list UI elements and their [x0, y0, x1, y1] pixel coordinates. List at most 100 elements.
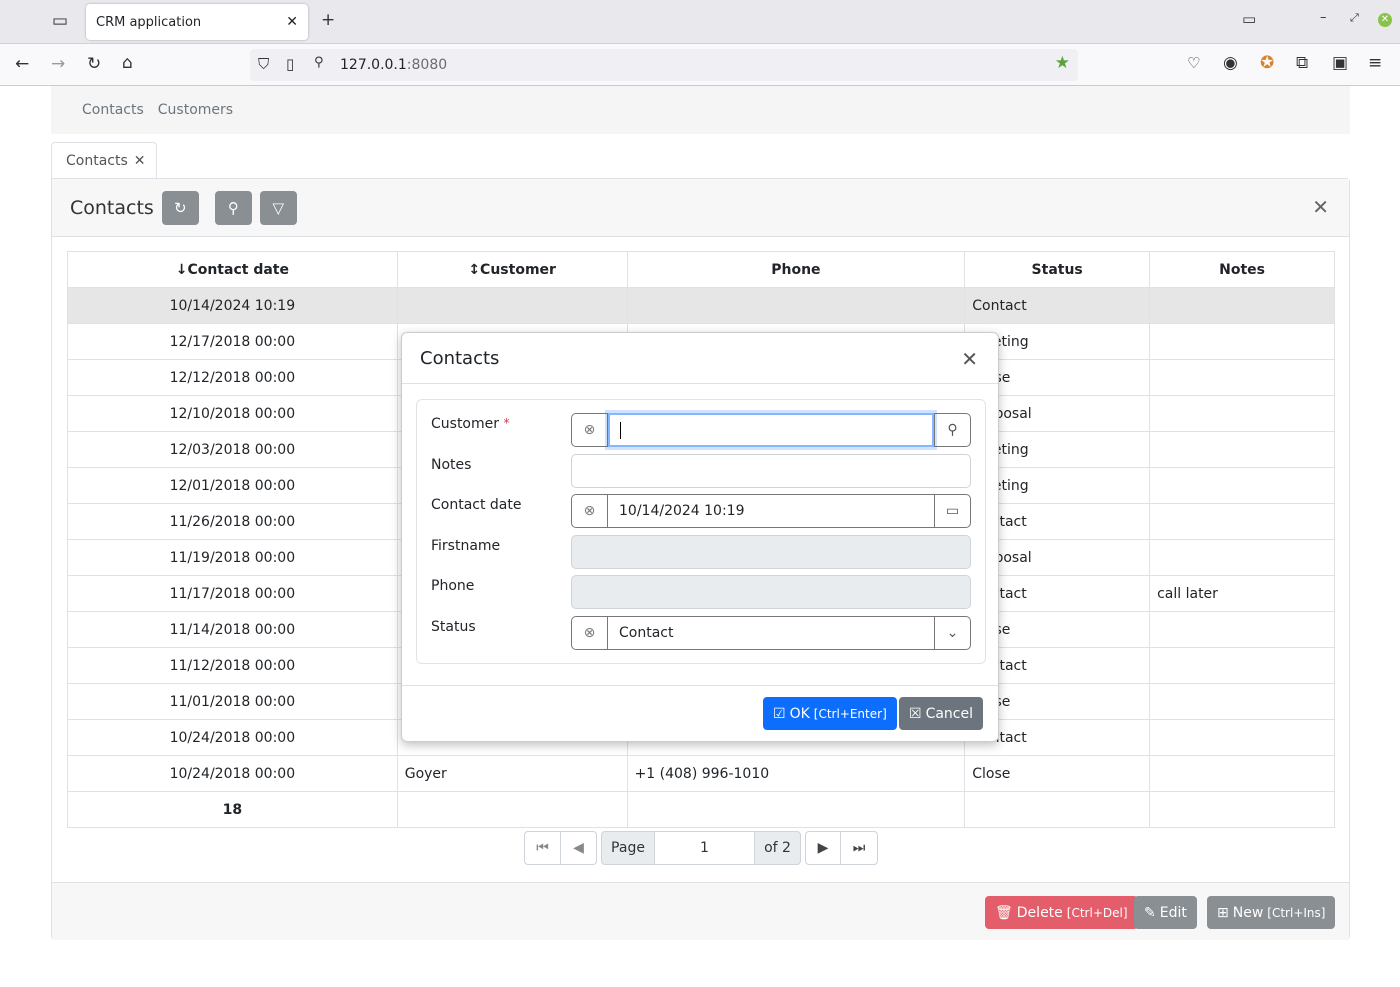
page-input[interactable]: 1 [655, 831, 754, 865]
column-header[interactable]: Phone [626, 251, 966, 288]
page-tab-contacts[interactable]: Contacts ✕ [51, 142, 157, 179]
close-dialog-icon[interactable]: ✕ [961, 347, 978, 371]
new-tab-icon[interactable]: + [321, 10, 336, 30]
table-cell [626, 791, 966, 828]
calendar-icon[interactable]: ▭ [934, 495, 970, 527]
last-page-button[interactable]: ⏭ [841, 831, 878, 865]
table-cell: 10/14/2024 10:19 [67, 287, 398, 324]
filter-button[interactable]: ▽ [259, 190, 297, 225]
table-row[interactable]: 10/14/2024 10:19 Contact [67, 287, 1335, 324]
customer-label: Customer * [431, 416, 510, 432]
home-icon[interactable]: ⌂ [122, 53, 133, 73]
table-cell: 12/17/2018 00:00 [67, 323, 398, 360]
nav-contacts[interactable]: Contacts [82, 102, 144, 118]
edit-icon: ✎ [1144, 904, 1156, 921]
selenium-icon[interactable]: ▣ [1332, 53, 1349, 73]
extensions-icon[interactable]: ⧉ [1296, 53, 1309, 73]
close-panel-icon[interactable]: ✕ [1312, 195, 1329, 219]
column-header[interactable]: Notes [1149, 251, 1335, 288]
extension-badge-icon[interactable]: ✪ [1260, 53, 1275, 73]
next-page-button[interactable]: ▶ [805, 831, 841, 865]
search-button[interactable]: ⚲ [214, 190, 252, 225]
table-cell: 12/10/2018 00:00 [67, 395, 398, 432]
chevron-down-icon[interactable]: ⌄ [934, 617, 970, 649]
browser-tab[interactable]: CRM application ✕ [86, 4, 308, 40]
table-cell [1149, 467, 1335, 504]
table-cell: 11/19/2018 00:00 [67, 539, 398, 576]
clear-customer-icon[interactable]: ⊗ [572, 414, 608, 446]
customer-search-icon[interactable]: ⚲ [934, 414, 970, 446]
dialog-footer: ☑ OK [Ctrl+Enter] ☒ Cancel [402, 685, 998, 742]
account-icon[interactable]: ◉ [1223, 53, 1238, 73]
ok-shortcut: [Ctrl+Enter] [813, 706, 887, 721]
clear-date-icon[interactable]: ⊗ [572, 495, 608, 527]
check-icon: ☑ [773, 705, 786, 722]
contact-date-input[interactable]: 10/14/2024 10:19 [619, 503, 745, 519]
app-nav: Contacts Customers [51, 86, 1350, 134]
pager: ⏮ ◀ Page 1 of 2 ▶ ⏭ [524, 831, 878, 865]
window-icon[interactable]: ▭ [1242, 10, 1257, 28]
menu-icon[interactable]: ≡ [1368, 53, 1383, 73]
column-header[interactable]: ↕Customer [396, 251, 628, 288]
back-icon[interactable]: ← [15, 54, 30, 74]
url-host: 127.0.0.1 [340, 57, 407, 73]
page-icon: ▯ [286, 55, 295, 73]
notes-label: Notes [431, 457, 472, 473]
firstname-input [571, 535, 971, 569]
table-cell: 11/26/2018 00:00 [67, 503, 398, 540]
reload-icon[interactable]: ↻ [87, 54, 102, 74]
prev-page-button[interactable]: ◀ [561, 831, 597, 865]
table-cell [1149, 719, 1335, 756]
contact-date-field: ⊗ 10/14/2024 10:19 ▭ [571, 494, 971, 528]
table-row[interactable]: 10/24/2018 00:00 Goyer +1 (408) 996-1010 Cl… [67, 755, 1335, 792]
table-cell: 11/14/2018 00:00 [67, 611, 398, 648]
ok-button[interactable]: ☑ OK [Ctrl+Enter] [763, 697, 897, 730]
minimize-icon[interactable]: – [1320, 10, 1327, 25]
new-label: New [1232, 904, 1264, 921]
notes-input[interactable] [571, 454, 971, 488]
refresh-button[interactable]: ↻ [161, 190, 199, 225]
bookmark-star-icon[interactable]: ★ [1054, 53, 1070, 73]
restore-icon[interactable]: ⤢ [1350, 11, 1359, 24]
table-cell: Contact [964, 287, 1151, 324]
delete-button[interactable]: 🗑 Delete [Ctrl+Del] [985, 896, 1138, 929]
edit-label: Edit [1159, 904, 1187, 921]
permissions-icon: ⚲ [314, 55, 324, 70]
cancel-button[interactable]: ☒ Cancel [899, 697, 983, 730]
page-tab-label: Contacts [66, 153, 128, 169]
panel-footer: 🗑 Delete [Ctrl+Del] ✎ Edit ⊞ New [Ctrl+Ins] [52, 882, 1349, 940]
browser-tab-bar: ▭ CRM application ✕ + ▭ – ⤢ ✕ [0, 0, 1400, 44]
delete-label: Delete [1016, 904, 1063, 921]
forward-icon[interactable]: → [51, 54, 66, 74]
table-cell: call later [1149, 575, 1335, 612]
close-tab-icon[interactable]: ✕ [286, 14, 298, 30]
table-cell [964, 791, 1151, 828]
table-cell: Close [964, 755, 1151, 792]
close-page-tab-icon[interactable]: ✕ [133, 153, 146, 169]
customer-input[interactable] [608, 413, 934, 447]
column-header[interactable]: Status [964, 251, 1151, 288]
edit-button[interactable]: ✎ Edit [1134, 896, 1197, 929]
phone-input [571, 575, 971, 609]
tab-list-icon[interactable]: ▭ [52, 11, 69, 31]
form-card: Customer * ⊗ ⚲ Notes Contact date ⊗ 10/1… [416, 399, 986, 664]
first-page-button[interactable]: ⏮ [524, 831, 561, 865]
table-cell [1149, 539, 1335, 576]
refresh-icon: ↻ [174, 198, 187, 217]
url-bar[interactable]: ⛉ ▯ ⚲ 127.0.0.1:8080 ★ [250, 49, 1078, 81]
url-port: :8080 [406, 57, 448, 73]
table-cell: Goyer [396, 755, 628, 792]
close-window-icon[interactable]: ✕ [1378, 13, 1392, 27]
status-select[interactable]: ⊗ Contact ⌄ [571, 616, 971, 650]
table-cell [1149, 611, 1335, 648]
new-button[interactable]: ⊞ New [Ctrl+Ins] [1207, 896, 1336, 929]
nav-customers[interactable]: Customers [157, 102, 234, 118]
filter-icon: ▽ [272, 198, 285, 217]
contact-date-label: Contact date [431, 497, 522, 513]
column-header[interactable]: ↓Contact date [67, 251, 398, 288]
page-count: of 2 [754, 831, 801, 865]
pocket-icon[interactable]: ♡ [1187, 54, 1201, 72]
table-cell [1149, 647, 1335, 684]
required-mark: * [503, 416, 510, 430]
clear-status-icon[interactable]: ⊗ [572, 617, 608, 649]
